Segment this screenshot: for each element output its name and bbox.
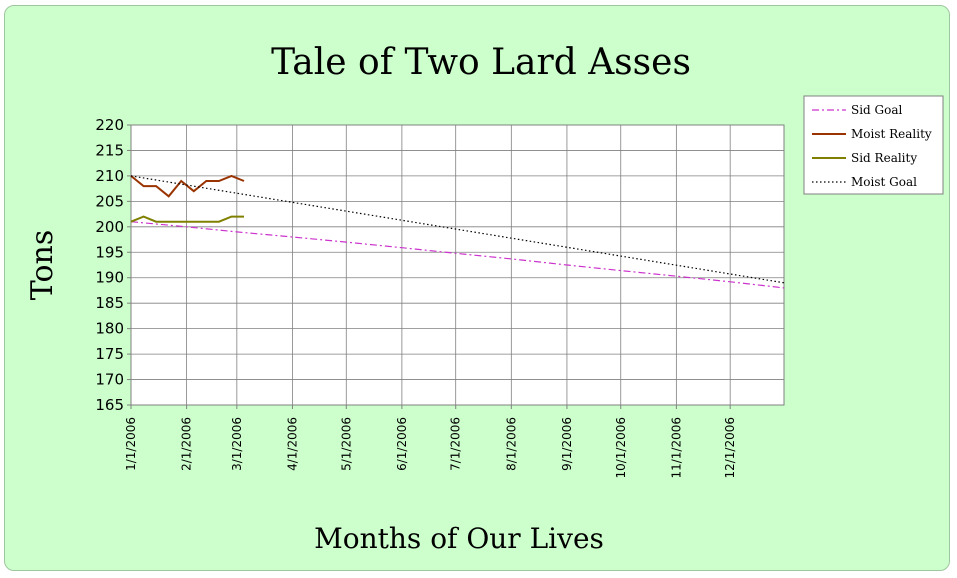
y-tick-label: 205 — [95, 192, 124, 210]
legend-label: Moist Reality — [851, 127, 932, 141]
x-tick-label: 11/1/2006 — [669, 417, 683, 479]
y-tick-label: 170 — [95, 371, 124, 389]
legend-entries: Sid Goal Moist Reality Sid Reality Moist Go… — [812, 103, 932, 189]
y-tick-label: 220 — [95, 116, 124, 134]
series-line-moist-reality — [130, 174, 245, 198]
y-axis-label: Tons — [25, 230, 60, 300]
y-tick-label: 180 — [95, 320, 124, 338]
series-lines — [130, 174, 785, 289]
plot-area — [130, 124, 785, 406]
series-line-sid-goal — [130, 221, 785, 289]
x-axis-ticks: 1/1/2006 2/1/2006 3/1/2006 4/1/2006 5/1/2006… — [124, 405, 737, 479]
x-tick-label: 4/1/2006 — [285, 417, 299, 471]
y-tick-label: 185 — [95, 294, 124, 312]
x-tick-label: 9/1/2006 — [560, 417, 574, 471]
x-axis-label: Months of Our Lives — [314, 522, 604, 555]
x-tick-label: 3/1/2006 — [230, 417, 244, 471]
y-tick-label: 195 — [95, 243, 124, 261]
legend-label: Sid Goal — [851, 103, 903, 117]
chart-title: Tale of Two Lard Asses — [271, 42, 691, 83]
x-tick-label: 5/1/2006 — [339, 417, 353, 471]
y-tick-label: 210 — [95, 167, 124, 185]
grid — [130, 124, 784, 406]
y-tick-label: 190 — [95, 269, 124, 287]
legend-label: Moist Goal — [851, 175, 917, 189]
legend-label: Sid Reality — [851, 151, 917, 165]
y-tick-label: 175 — [95, 345, 124, 363]
x-tick-label: 6/1/2006 — [395, 417, 409, 471]
x-tick-label: 8/1/2006 — [504, 417, 518, 471]
x-tick-label: 2/1/2006 — [180, 417, 194, 471]
x-tick-label: 1/1/2006 — [124, 417, 138, 471]
x-tick-label: 7/1/2006 — [449, 417, 463, 471]
series-line-sid-reality — [130, 215, 244, 223]
y-axis-ticks: 165 170 175 180 185 190 195 200 205 210 215 220 — [95, 116, 131, 414]
y-tick-label: 200 — [95, 218, 124, 236]
x-tick-label: 10/1/2006 — [614, 417, 628, 479]
x-tick-label: 12/1/2006 — [723, 417, 737, 479]
y-tick-label: 165 — [95, 396, 124, 414]
legend — [803, 95, 944, 195]
y-tick-label: 215 — [95, 141, 124, 159]
